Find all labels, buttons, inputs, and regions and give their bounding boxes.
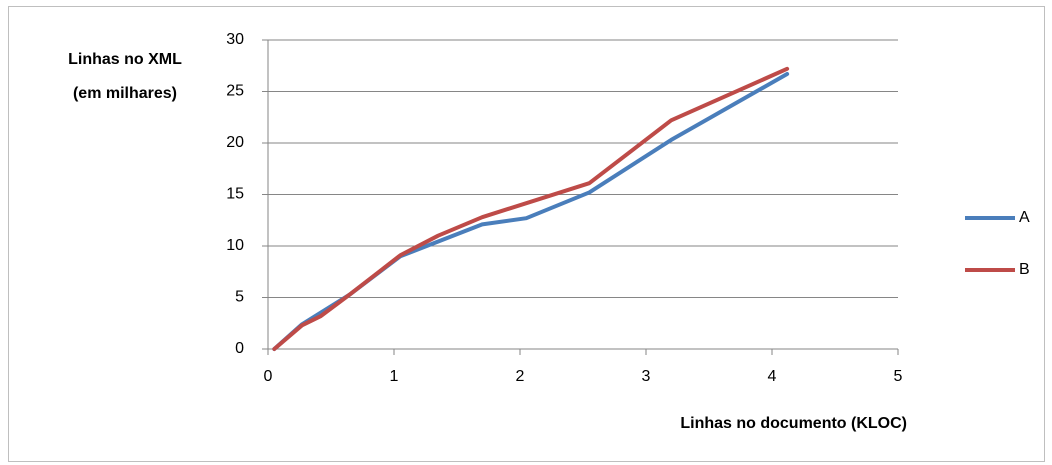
y-tick-label: 30 [226, 31, 244, 48]
x-tick-label: 5 [894, 368, 903, 385]
y-tick-label: 10 [226, 237, 244, 254]
x-tick-label: 0 [264, 368, 273, 385]
x-tick-label: 3 [642, 368, 651, 385]
x-tick-label: 1 [390, 368, 399, 385]
x-tick-label: 4 [768, 368, 777, 385]
series-line [272, 71, 790, 351]
y-axis-label: Linhas no XML [68, 51, 182, 68]
y-tick-label: 15 [226, 186, 244, 203]
y-tick-label: 5 [235, 289, 244, 306]
y-tick-label: 25 [226, 83, 244, 100]
series-line [272, 66, 790, 351]
legend-label: A [1019, 209, 1030, 226]
legend-label: B [1019, 261, 1030, 278]
x-tick-label: 2 [516, 368, 525, 385]
y-tick-label: 0 [235, 340, 244, 357]
x-axis-label: Linhas no documento (KLOC) [680, 415, 907, 432]
y-tick-label: 20 [226, 134, 244, 151]
chart-frame [8, 6, 1045, 462]
y-axis-label: (em milhares) [73, 85, 177, 102]
